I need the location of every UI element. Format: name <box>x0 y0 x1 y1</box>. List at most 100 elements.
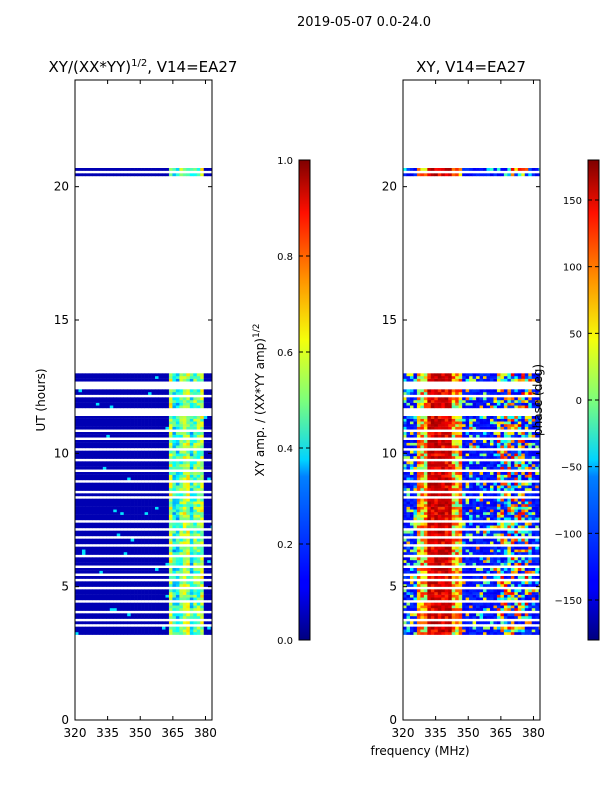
phase-cell <box>503 541 508 545</box>
ratio-cell <box>130 509 135 513</box>
ratio-cell <box>158 506 163 510</box>
ratio-cell <box>127 168 131 171</box>
phase-cell <box>420 538 425 542</box>
phase-cell <box>416 568 421 571</box>
phase-cell <box>448 522 453 526</box>
ratio-cell <box>186 400 191 403</box>
phase-cell <box>406 546 411 550</box>
ratio-cell <box>203 477 208 481</box>
ratio-cell <box>155 397 159 401</box>
ratio-cell <box>92 392 97 395</box>
phase-cell <box>476 546 480 550</box>
phase-cell <box>479 594 484 598</box>
ratio-cell <box>144 402 149 406</box>
phase-cell <box>472 477 477 481</box>
phase-cell <box>434 605 439 609</box>
phase-cell <box>528 509 533 513</box>
ratio-cell <box>134 440 138 443</box>
phase-cell <box>413 506 418 510</box>
ratio-cell <box>88 584 93 587</box>
ratio-cell <box>155 173 159 177</box>
ratio-cell <box>99 424 104 427</box>
ratio-cell <box>165 466 170 470</box>
phase-cell <box>535 493 539 497</box>
phase-cell <box>413 621 418 625</box>
phase-cell <box>416 557 421 561</box>
ratio-cell <box>141 397 145 401</box>
phase-cell <box>427 538 432 542</box>
ratio-cell <box>193 376 198 379</box>
phase-cell <box>469 629 473 633</box>
ratio-cell <box>165 424 170 427</box>
ratio-cell <box>207 389 211 393</box>
phase-cell <box>462 504 466 507</box>
phase-cell <box>409 629 414 633</box>
phase-cell <box>486 472 491 475</box>
ratio-cell <box>88 557 93 561</box>
phase-cell <box>416 501 421 505</box>
ratio-cell <box>144 552 149 555</box>
phase-cell <box>503 493 508 497</box>
ratio-cell <box>106 421 111 425</box>
phase-cell <box>448 568 453 571</box>
ratio-cell <box>109 445 114 449</box>
ratio-cell <box>95 584 100 587</box>
ratio-cell <box>200 378 205 382</box>
phase-cell <box>465 602 470 606</box>
ratio-cell <box>92 450 97 454</box>
phase-cell <box>510 477 515 481</box>
phase-cell <box>514 506 519 510</box>
ratio-panel: XY/(XX*YY)1/2, V14=EA27 320 335 350 365 3800… <box>34 58 237 740</box>
phase-cell <box>524 477 529 481</box>
phase-cell <box>489 464 494 467</box>
ratio-cell <box>196 440 201 443</box>
ratio-cell <box>75 440 79 443</box>
ratio-cell <box>134 485 138 489</box>
phase-cell <box>406 568 411 571</box>
ratio-cell <box>151 546 156 550</box>
ratio-cell <box>172 517 177 521</box>
phase-cell <box>503 538 508 542</box>
phase-cell <box>489 533 494 537</box>
phase-cell <box>416 450 421 454</box>
phase-cell <box>496 613 501 617</box>
ratio-cell <box>141 632 145 635</box>
ratio-cell <box>182 589 187 593</box>
ratio-cell <box>144 173 149 177</box>
ratio-cell <box>92 482 97 486</box>
phase-cell <box>403 461 407 465</box>
phase-cell <box>441 456 446 459</box>
phase-cell <box>503 501 508 505</box>
ratio-cell <box>165 514 170 518</box>
ratio-cell <box>109 581 114 585</box>
phase-cell <box>524 504 529 507</box>
ratio-cell <box>193 378 198 382</box>
ratio-cell <box>102 597 107 601</box>
ratio-cell <box>116 464 121 467</box>
phase-cell <box>521 461 526 465</box>
phase-cell <box>465 576 470 579</box>
phase-cell <box>500 584 505 587</box>
ratio-cell <box>106 482 111 486</box>
phase-cell <box>528 530 533 534</box>
phase-cell <box>496 512 501 515</box>
phase-cell <box>489 546 494 550</box>
ratio-cell <box>78 549 83 553</box>
ratio-cell <box>175 485 180 489</box>
ratio-cell <box>92 605 97 609</box>
ratio-cell <box>137 445 142 449</box>
ratio-cell <box>109 533 114 537</box>
ratio-cell <box>158 570 163 574</box>
phase-cell <box>483 581 487 585</box>
phase-cell <box>479 514 484 518</box>
ratio-cell <box>85 517 90 521</box>
ratio-cell <box>200 168 205 171</box>
phase-cell <box>528 501 533 505</box>
ratio-cell <box>85 549 90 553</box>
phase-cell <box>528 626 533 630</box>
ratio-cell <box>200 629 205 633</box>
ratio-cell <box>102 482 107 486</box>
ratio-cell <box>123 432 128 435</box>
phase-cell <box>441 512 446 515</box>
ratio-cell <box>137 493 142 497</box>
